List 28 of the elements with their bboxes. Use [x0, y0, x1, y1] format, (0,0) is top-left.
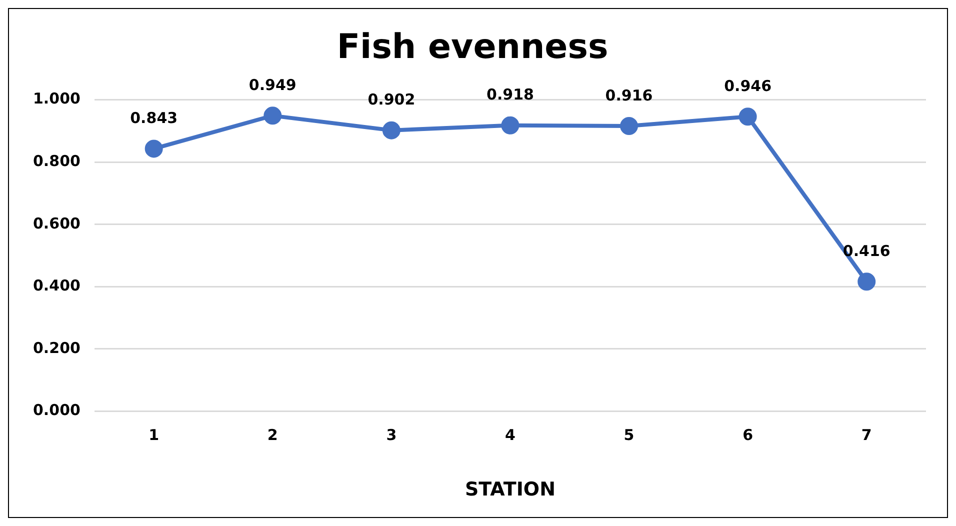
x-tick-label: 7	[861, 426, 872, 444]
point	[858, 272, 876, 291]
point	[264, 106, 282, 125]
y-tick-label: 0.600	[32, 214, 80, 232]
x-axis-title: STATION	[464, 478, 556, 501]
point	[382, 121, 400, 140]
data-label: 0.918	[486, 86, 534, 104]
x-tick-label: 4	[505, 426, 516, 444]
y-tick-label: 0.400	[32, 276, 80, 295]
x-tick-label: 6	[742, 426, 754, 444]
point	[144, 140, 163, 158]
point	[738, 108, 757, 126]
data-label: 0.949	[248, 76, 296, 94]
point	[620, 116, 638, 135]
x-tick-label: 1	[148, 426, 160, 444]
x-tick-label: 5	[624, 426, 634, 444]
point	[501, 116, 520, 134]
chart-title: Fish evenness	[336, 27, 608, 68]
x-tick-label: 2	[267, 426, 278, 444]
data-label: 0.902	[368, 90, 416, 109]
data-label: 0.946	[724, 77, 772, 96]
data-label: 0.916	[605, 86, 653, 104]
y-tick-label: 0.800	[32, 152, 80, 170]
y-tick-label: 0.200	[32, 338, 80, 357]
y-tick-label: 0.000	[32, 401, 80, 420]
x-tick-label: 3	[386, 426, 397, 444]
data-label: 0.843	[130, 109, 178, 128]
y-tick-label: 1.000	[32, 90, 80, 108]
